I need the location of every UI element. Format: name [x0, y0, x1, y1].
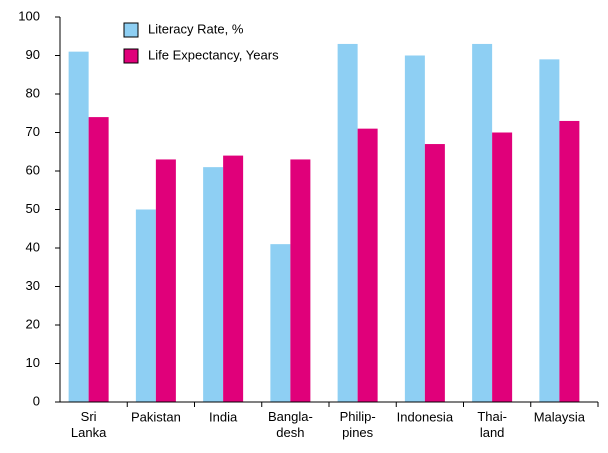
legend-label: Literacy Rate, %: [148, 21, 244, 36]
y-tick-label: 100: [18, 8, 40, 23]
x-tick-label: Bangla-desh: [268, 409, 313, 440]
bar: [155, 159, 176, 402]
bar: [559, 120, 580, 402]
bar: [88, 117, 109, 402]
y-tick-label: 70: [26, 124, 40, 139]
y-tick-label: 90: [26, 47, 40, 62]
y-tick-label: 30: [26, 278, 40, 293]
bar: [539, 59, 560, 402]
y-tick-label: 80: [26, 85, 40, 100]
x-tick-label: Indonesia: [397, 409, 454, 424]
bar: [223, 155, 244, 402]
y-tick-label: 0: [33, 393, 40, 408]
legend-swatch: [123, 48, 139, 64]
y-tick-label: 40: [26, 239, 40, 254]
x-tick-label: Malaysia: [534, 409, 586, 424]
bar: [357, 128, 378, 402]
y-tick-label: 10: [26, 355, 40, 370]
x-tick-label: Thai-land: [477, 409, 507, 440]
bar: [472, 43, 493, 402]
legend-swatch: [123, 22, 139, 38]
bar: [492, 132, 513, 402]
bar: [337, 43, 358, 402]
bar: [270, 244, 291, 402]
legend-label: Life Expectancy, Years: [148, 47, 279, 62]
bar: [404, 55, 425, 402]
bar: [290, 159, 311, 402]
y-tick-label: 50: [26, 201, 40, 216]
y-tick-label: 60: [26, 162, 40, 177]
bar: [424, 144, 445, 403]
bar: [68, 51, 89, 403]
x-tick-label: Sri Lanka: [71, 409, 107, 440]
bar: [203, 167, 224, 402]
x-tick-label: India: [209, 409, 238, 424]
x-tick-label: Pakistan: [131, 409, 181, 424]
x-tick-label: Philip-pines: [340, 409, 376, 440]
bar: [135, 209, 156, 402]
y-tick-label: 20: [26, 316, 40, 331]
